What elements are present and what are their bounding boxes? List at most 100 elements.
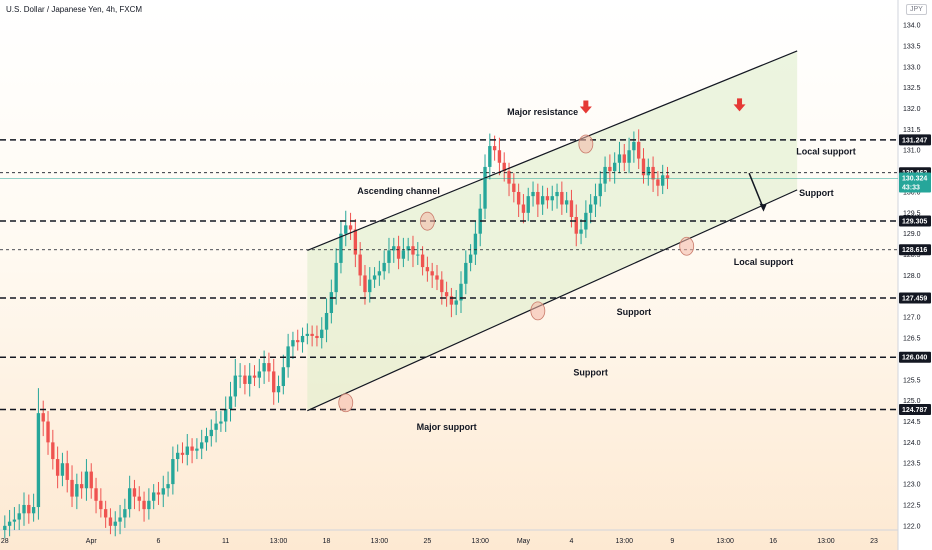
candle-body [238, 376, 241, 377]
candle-body [253, 376, 256, 378]
candle-body [56, 459, 59, 476]
candle-body [229, 396, 232, 409]
candle-body [339, 234, 342, 263]
candle-body [517, 192, 520, 205]
level-price-label: 131.247 [902, 137, 927, 144]
candle-body [344, 225, 347, 233]
y-tick-label: 124.5 [903, 419, 921, 426]
y-tick-label: 132.0 [903, 106, 921, 113]
candle-body [42, 413, 45, 421]
x-tick-label: 11 [222, 538, 229, 545]
y-tick-label: 123.5 [903, 461, 921, 468]
y-tick-label: 131.0 [903, 148, 921, 155]
candle-body [354, 230, 357, 255]
candle-body [27, 505, 30, 513]
level-price-label: 126.040 [902, 355, 927, 362]
candle-body [421, 255, 424, 268]
annotation-label: Ascending channel [357, 186, 440, 196]
countdown-label: 43:33 [902, 184, 920, 191]
candle-body [474, 234, 477, 255]
y-tick-label: 134.0 [903, 23, 921, 30]
candle-body [599, 184, 602, 197]
candle-body [363, 275, 366, 292]
candle-body [190, 447, 193, 451]
candle-body [411, 246, 414, 254]
candle-body [589, 204, 592, 212]
x-tick-label: 13:00 [817, 538, 835, 545]
candle-body [483, 167, 486, 209]
candle-body [651, 167, 654, 180]
candle-body [258, 371, 261, 377]
candle-body [118, 517, 121, 521]
candle-body [66, 463, 69, 480]
x-tick-label: 4 [570, 538, 574, 545]
x-tick-label: Apr [86, 538, 98, 545]
y-tick-label: 125.5 [903, 377, 921, 384]
candle-body [142, 501, 145, 509]
annotation-label: Support [799, 188, 834, 198]
candle-body [608, 167, 611, 171]
y-tick-label: 128.0 [903, 273, 921, 280]
candle-body [555, 192, 558, 196]
candle-body [286, 346, 289, 367]
candle-body [575, 217, 578, 234]
candle-body [358, 255, 361, 276]
candle-body [181, 453, 184, 455]
candle-body [632, 142, 635, 150]
candle-body [186, 447, 189, 455]
y-tick-label: 123.0 [903, 482, 921, 489]
level-price-label: 129.305 [902, 218, 927, 225]
candle-body [330, 292, 333, 313]
candle-body [416, 255, 419, 256]
x-tick-label: 6 [157, 538, 161, 545]
candle-body [13, 520, 16, 522]
candle-body [445, 292, 448, 296]
candle-body [560, 192, 563, 205]
candle-body [551, 196, 554, 200]
candle-body [75, 484, 78, 497]
annotation-label: Major support [417, 422, 477, 432]
candle-body [277, 386, 280, 392]
y-tick-label: 122.5 [903, 502, 921, 509]
y-tick-label: 124.0 [903, 440, 921, 447]
candle-body [32, 507, 35, 513]
touch-circle [420, 212, 434, 230]
candle-body [224, 409, 227, 422]
candle-body [262, 363, 265, 371]
touch-circle [579, 135, 593, 153]
candle-body [334, 263, 337, 292]
candle-body [90, 472, 93, 489]
y-tick-label: 133.0 [903, 64, 921, 71]
candle-body [315, 336, 318, 338]
candle-body [234, 376, 237, 397]
x-tick-label: 23 [870, 538, 878, 545]
candle-body [22, 505, 25, 513]
candle-body [579, 230, 582, 234]
annotation-label: Local support [796, 146, 856, 156]
candle-body [138, 497, 141, 501]
candle-body [541, 196, 544, 204]
symbol-title: U.S. Dollar / Japanese Yen, 4h, FXCM [6, 5, 142, 14]
candle-body [291, 340, 294, 346]
current-price-label: 130.324 [902, 175, 927, 182]
candle-body [8, 522, 11, 526]
candle-body [656, 179, 659, 185]
candle-body [152, 492, 155, 500]
candle-body [195, 449, 198, 451]
candle-body [123, 509, 126, 517]
candle-body [310, 334, 313, 336]
candle-body [157, 492, 160, 494]
candle-body [320, 330, 323, 338]
candle-body [378, 271, 381, 275]
x-tick-label: May [517, 538, 531, 545]
candle-body [435, 275, 438, 279]
candle-body [373, 275, 376, 279]
candle-body [623, 154, 626, 162]
currency-badge[interactable]: JPY [906, 4, 927, 15]
y-tick-label: 127.0 [903, 315, 921, 322]
candle-body [546, 196, 549, 200]
candle-body [200, 442, 203, 448]
candle-body [133, 488, 136, 496]
